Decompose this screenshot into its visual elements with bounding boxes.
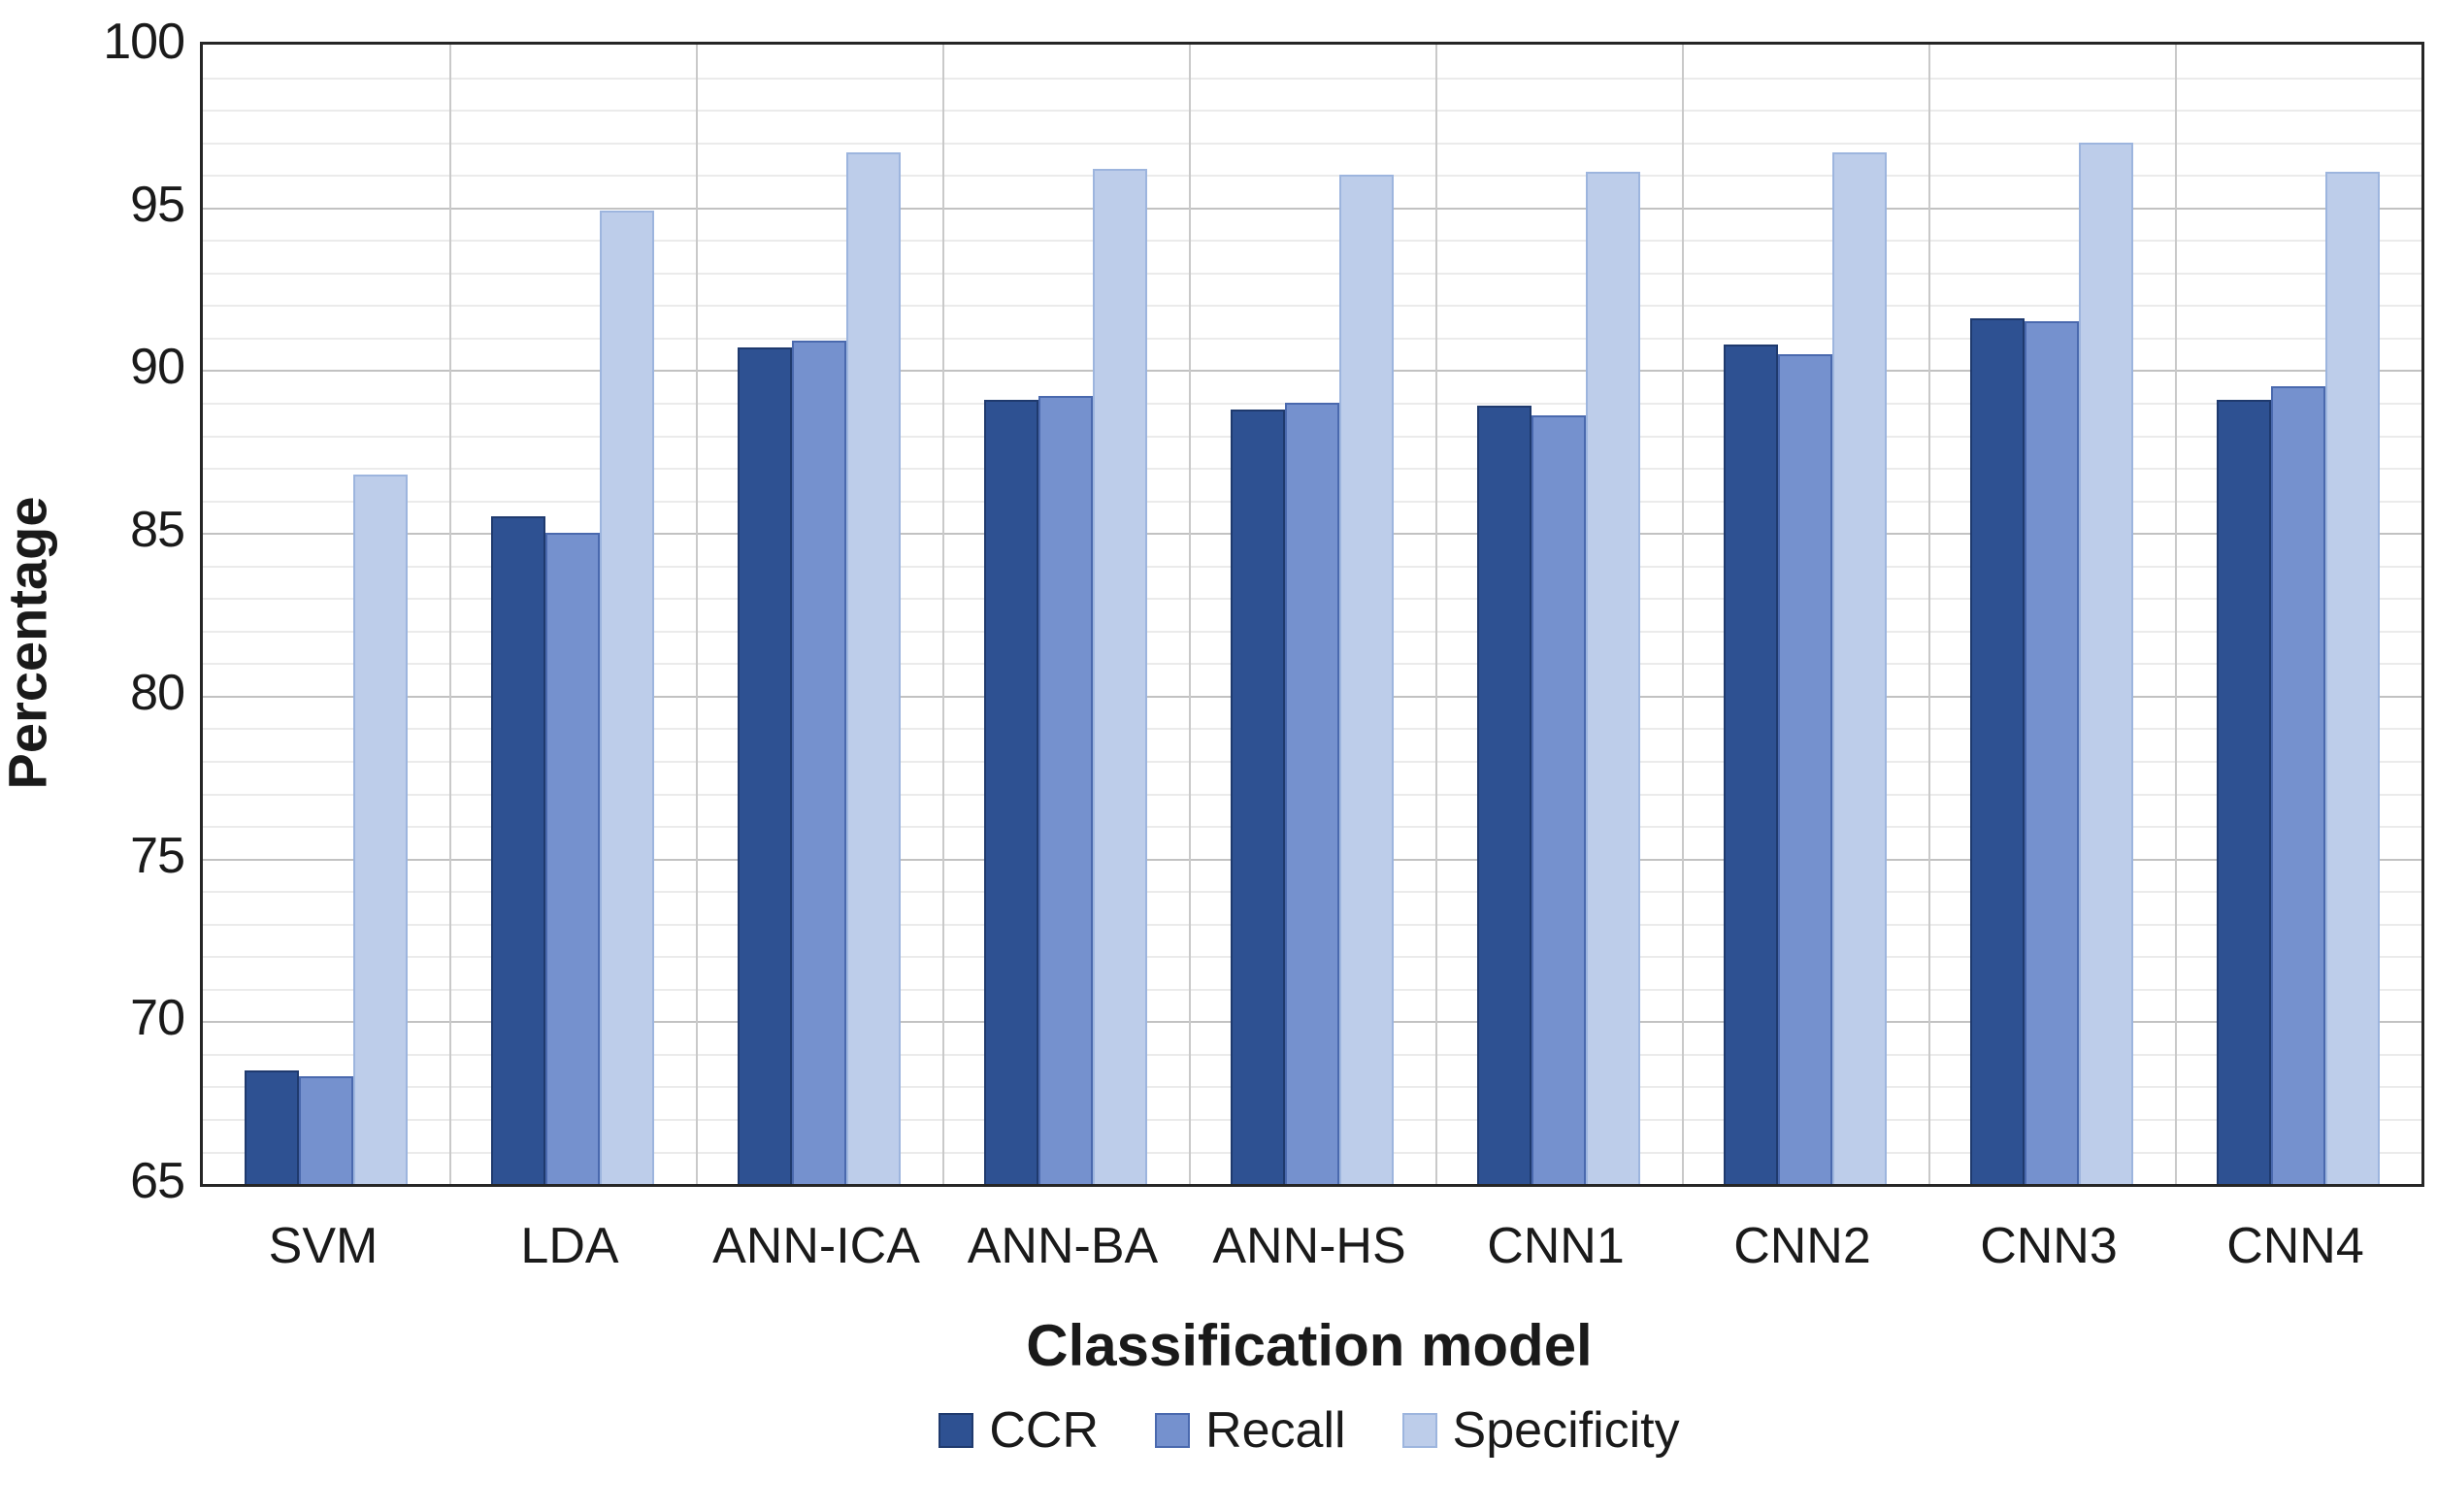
bar-specificity-cnn3 — [2079, 142, 2133, 1184]
category-separator-5 — [1435, 45, 1437, 1184]
y-tick-90: 90 — [130, 339, 185, 396]
bar-ccr-cnn3 — [1970, 317, 2025, 1184]
legend-swatch-ccr — [939, 1413, 974, 1448]
x-tick-cnn4: CNN4 — [2226, 1218, 2364, 1274]
gridline-92 — [203, 305, 2421, 308]
bar-ccr-ann-ica — [738, 346, 792, 1184]
bar-recall-cnn3 — [2025, 321, 2079, 1184]
category-separator-4 — [1189, 45, 1191, 1184]
gridline-97 — [203, 142, 2421, 145]
x-tick-cnn3: CNN3 — [1980, 1218, 2118, 1274]
category-separator-1 — [449, 45, 451, 1184]
y-tick-65: 65 — [130, 1153, 185, 1209]
legend-swatch-specificity — [1401, 1413, 1437, 1448]
category-separator-7 — [1928, 45, 1930, 1184]
bar-recall-svm — [299, 1076, 353, 1184]
bar-recall-ann-hs — [1285, 403, 1339, 1184]
legend-label-ccr: CCR — [989, 1402, 1100, 1459]
gridline-99 — [203, 77, 2421, 80]
bar-recall-ann-ica — [792, 341, 846, 1184]
bar-ccr-lda — [491, 516, 545, 1184]
bar-recall-ann-ba — [1038, 396, 1093, 1184]
bar-ccr-ann-ba — [984, 399, 1038, 1184]
bar-recall-cnn1 — [1531, 415, 1586, 1184]
x-tick-ann-ba: ANN-BA — [967, 1218, 1159, 1274]
legend-item-ccr: CCR — [939, 1405, 1099, 1456]
gridline-90 — [203, 370, 2421, 373]
bar-specificity-cnn1 — [1586, 171, 1640, 1184]
bar-specificity-ann-hs — [1339, 175, 1394, 1184]
bar-recall-cnn4 — [2271, 386, 2325, 1184]
x-tick-ann-ica: ANN-ICA — [712, 1218, 920, 1274]
legend-item-specificity: Specificity — [1401, 1402, 1680, 1459]
bar-specificity-ann-ica — [846, 151, 901, 1184]
bar-specificity-cnn2 — [1832, 151, 1887, 1184]
y-tick-85: 85 — [130, 502, 185, 559]
x-axis-title: Classification model — [1026, 1313, 1593, 1378]
bar-ccr-cnn4 — [2217, 399, 2271, 1184]
y-tick-70: 70 — [130, 990, 185, 1047]
legend-label-recall: Recall — [1205, 1402, 1346, 1459]
gridline-96 — [203, 175, 2421, 178]
bar-specificity-lda — [600, 211, 654, 1184]
gridline-94 — [203, 240, 2421, 243]
y-tick-75: 75 — [130, 827, 185, 884]
gridline-98 — [203, 110, 2421, 113]
y-tick-80: 80 — [130, 664, 185, 721]
x-tick-svm: SVM — [268, 1218, 379, 1274]
legend-swatch-recall — [1155, 1413, 1191, 1448]
gridline-91 — [203, 337, 2421, 340]
bar-specificity-cnn4 — [2325, 171, 2380, 1184]
x-tick-cnn1: CNN1 — [1487, 1218, 1625, 1274]
category-separator-3 — [942, 45, 944, 1184]
bar-ccr-ann-hs — [1231, 409, 1285, 1184]
bar-recall-cnn2 — [1778, 353, 1832, 1184]
x-tick-cnn2: CNN2 — [1733, 1218, 1871, 1274]
category-separator-8 — [2175, 45, 2177, 1184]
bar-ccr-cnn2 — [1724, 344, 1778, 1184]
bar-ccr-svm — [245, 1069, 299, 1184]
category-separator-2 — [696, 45, 698, 1184]
y-tick-95: 95 — [130, 176, 185, 233]
bar-specificity-svm — [353, 474, 408, 1184]
y-tick-100: 100 — [103, 14, 185, 70]
bar-ccr-cnn1 — [1477, 406, 1531, 1184]
x-tick-ann-hs: ANN-HS — [1212, 1218, 1406, 1274]
legend-item-recall: Recall — [1155, 1405, 1346, 1456]
legend-label-specificity: Specificity — [1452, 1402, 1680, 1459]
gridline-93 — [203, 272, 2421, 275]
gridline-95 — [203, 207, 2421, 210]
plot-area — [200, 42, 2424, 1187]
bar-specificity-ann-ba — [1093, 168, 1147, 1184]
legend: CCR Recall Specificity — [200, 1405, 2419, 1456]
x-tick-lda: LDA — [520, 1218, 619, 1274]
category-separator-6 — [1682, 45, 1684, 1184]
bar-recall-lda — [545, 533, 600, 1184]
